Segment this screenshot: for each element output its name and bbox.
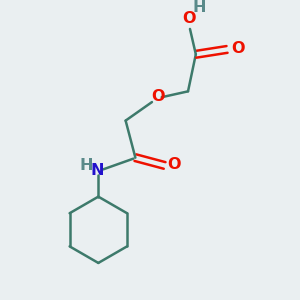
Text: O: O [168,157,181,172]
Text: O: O [231,41,244,56]
Text: N: N [91,163,104,178]
Text: O: O [151,89,165,104]
Text: H: H [80,158,93,173]
Text: O: O [182,11,196,26]
Text: H: H [193,0,206,15]
